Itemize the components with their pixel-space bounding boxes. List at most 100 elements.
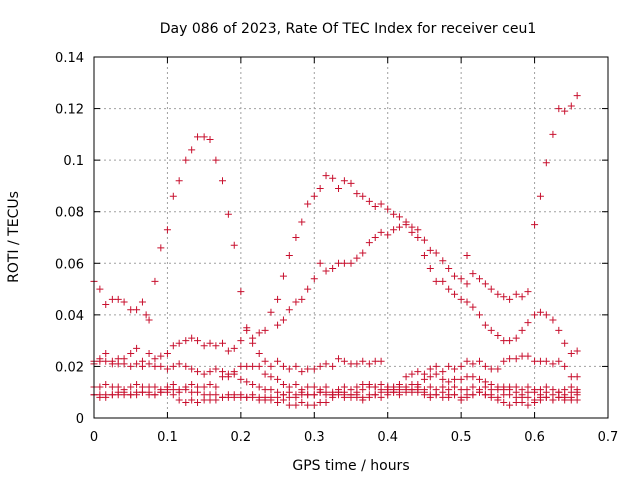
data-point <box>169 192 177 200</box>
data-point <box>524 288 532 296</box>
data-point <box>542 311 550 319</box>
data-point <box>347 259 355 267</box>
data-point <box>365 380 373 388</box>
data-point <box>206 380 214 388</box>
data-point <box>182 399 190 407</box>
data-point <box>267 386 275 394</box>
data-point <box>573 388 581 396</box>
data-point <box>402 373 410 381</box>
data-point <box>390 210 398 218</box>
data-point <box>494 393 502 401</box>
data-point <box>151 391 159 399</box>
data-point <box>487 285 495 293</box>
data-point <box>127 306 135 314</box>
data-point <box>219 177 226 185</box>
data-point <box>182 156 190 164</box>
data-point <box>316 185 324 193</box>
data-point <box>390 386 398 394</box>
data-point <box>249 393 257 401</box>
data-point <box>310 275 318 283</box>
data-point <box>194 133 202 141</box>
data-point <box>145 391 153 399</box>
data-point <box>102 357 110 365</box>
data-point <box>169 386 177 394</box>
data-point <box>531 311 539 319</box>
data-point <box>476 357 483 365</box>
data-point <box>414 388 422 396</box>
data-point <box>402 383 410 391</box>
data-point <box>169 362 177 370</box>
data-point <box>292 393 300 401</box>
data-point <box>316 399 324 407</box>
data-point <box>463 373 471 381</box>
x-tick-label: 0.1 <box>157 430 178 445</box>
data-point <box>476 275 483 283</box>
data-point <box>243 393 251 401</box>
data-point <box>96 391 104 399</box>
data-point <box>536 192 544 200</box>
data-point <box>285 365 293 373</box>
data-point <box>531 388 539 396</box>
data-point <box>426 365 434 373</box>
data-point <box>157 362 165 370</box>
data-point <box>145 350 153 358</box>
data-point <box>347 179 355 187</box>
data-point <box>120 360 128 368</box>
data-point <box>512 334 520 342</box>
data-point <box>142 311 150 319</box>
data-point <box>365 360 373 368</box>
x-axis-label: GPS time / hours <box>292 458 409 474</box>
data-point <box>102 301 110 309</box>
data-point <box>188 334 196 342</box>
data-point <box>426 264 434 272</box>
data-point <box>127 383 135 391</box>
data-point <box>329 174 337 182</box>
data-point <box>457 375 465 383</box>
data-point <box>371 357 379 365</box>
data-point <box>151 355 159 363</box>
data-point <box>524 319 532 327</box>
data-point <box>536 393 544 401</box>
data-point <box>224 210 232 218</box>
data-point <box>316 362 324 370</box>
data-point <box>230 344 238 352</box>
data-point <box>395 223 403 231</box>
data-point <box>420 236 428 244</box>
data-point <box>451 290 459 298</box>
data-point <box>353 254 361 262</box>
chart-title: Day 086 of 2023, Rate Of TEC Index for r… <box>160 21 536 37</box>
data-point <box>445 264 453 272</box>
data-point <box>445 391 453 399</box>
data-point <box>494 365 502 373</box>
data-point <box>561 362 569 370</box>
data-point <box>237 288 245 296</box>
data-point <box>463 391 471 399</box>
data-point <box>445 362 453 370</box>
data-point <box>127 350 135 358</box>
data-point <box>274 295 282 303</box>
data-point <box>487 391 495 399</box>
data-point <box>285 252 293 260</box>
data-point <box>531 357 539 365</box>
data-point <box>114 391 122 399</box>
y-tick-label: 0.12 <box>55 103 84 118</box>
x-tick-label: 0.4 <box>377 430 398 445</box>
data-point <box>102 380 110 388</box>
data-point <box>371 383 379 391</box>
data-point <box>476 388 483 396</box>
data-point <box>481 362 489 370</box>
data-point <box>506 391 514 399</box>
data-point <box>237 337 245 345</box>
data-point <box>212 342 220 350</box>
data-point <box>445 378 453 386</box>
data-point <box>175 339 183 347</box>
data-point <box>567 102 575 110</box>
data-point <box>298 391 306 399</box>
data-point <box>500 357 508 365</box>
data-point <box>133 306 141 314</box>
data-point <box>163 386 171 394</box>
data-point <box>359 393 367 401</box>
data-point <box>298 368 306 376</box>
data-point <box>487 380 495 388</box>
data-point <box>243 326 251 334</box>
